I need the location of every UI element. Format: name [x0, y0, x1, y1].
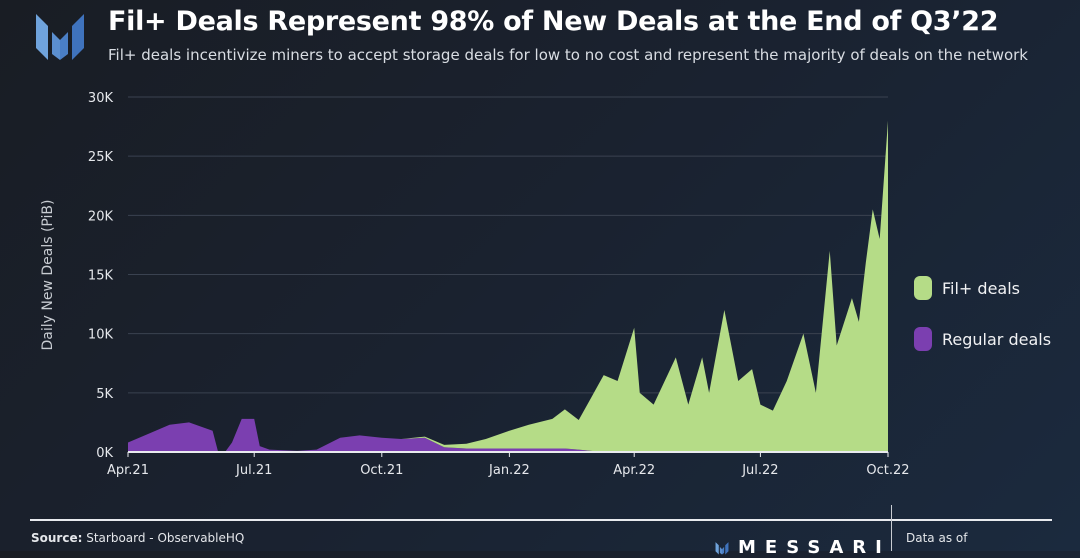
source-label: Source:	[31, 531, 83, 545]
legend-swatch-fil-plus	[914, 276, 932, 300]
y-tick-label: 0K	[96, 446, 113, 461]
area-fil-deals	[128, 120, 888, 453]
chart-subtitle: Fil+ deals incentivize miners to accept …	[108, 46, 1028, 64]
data-as-of: Data as of	[906, 531, 968, 545]
x-tick-label: Apr.21	[107, 463, 149, 478]
messari-logo-icon	[36, 14, 84, 60]
y-tick-label: 10K	[88, 328, 114, 343]
y-tick-label: 25K	[88, 150, 114, 165]
y-tick-label: 20K	[88, 209, 114, 224]
legend-label: Fil+ deals	[942, 278, 1021, 298]
source-text: Starboard - ObservableHQ	[86, 531, 245, 545]
chart-title: Fil+ Deals Represent 98% of New Deals at…	[108, 6, 999, 37]
y-tick-label: 15K	[88, 269, 114, 284]
x-tick-label: Jul.21	[235, 463, 272, 478]
source-note: Source: Starboard - ObservableHQ	[31, 531, 244, 545]
x-tick-label: Jul.22	[741, 463, 778, 478]
y-axis-label: Daily New Deals (PiB)	[40, 199, 56, 350]
x-tick-label: Oct.21	[360, 463, 403, 478]
footer-divider	[30, 519, 1052, 521]
area-regular-deals	[128, 418, 888, 452]
footer-vertical-divider	[891, 505, 892, 551]
x-tick-label: Apr.22	[613, 463, 655, 478]
y-tick-label: 5K	[96, 387, 113, 402]
legend-item-regular: Regular deals	[914, 327, 1051, 351]
x-tick-label: Oct.22	[866, 463, 909, 478]
y-tick-label: 30K	[88, 91, 114, 106]
messari-brand: MESSARI	[712, 537, 891, 558]
legend-swatch-regular	[914, 327, 932, 351]
x-tick-label: Jan.22	[488, 463, 530, 478]
legend-label: Regular deals	[942, 329, 1052, 349]
brand-text: MESSARI	[738, 537, 891, 558]
legend-item-fil-plus: Fil+ deals	[914, 276, 1020, 300]
messari-small-logo-icon	[715, 541, 729, 554]
